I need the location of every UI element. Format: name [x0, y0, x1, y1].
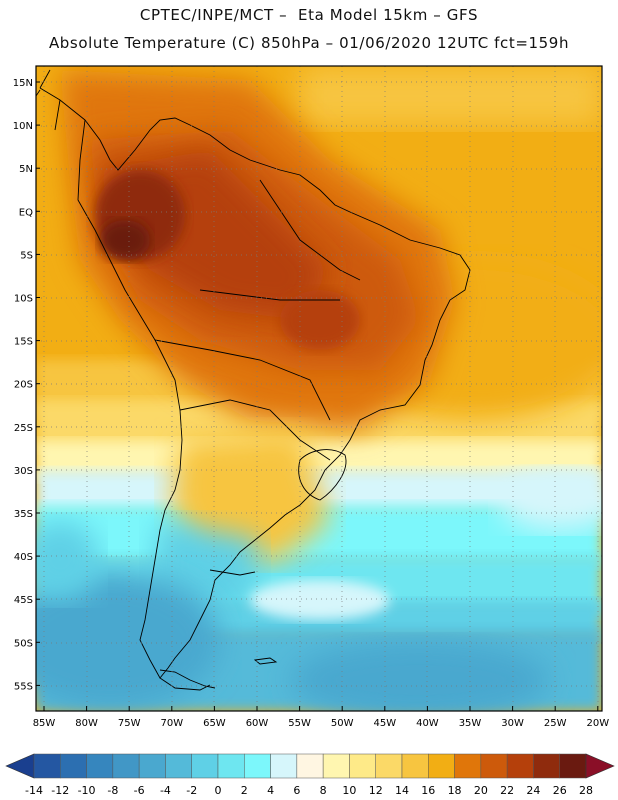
lat-label: 45S [14, 595, 33, 606]
legend-swatch [454, 753, 482, 779]
legend-swatch [191, 753, 219, 779]
lat-label: 30S [14, 466, 33, 477]
legend-swatch [401, 753, 429, 779]
lat-label: 20S [14, 380, 33, 391]
map-subtitle: Absolute Temperature (C) 850hPa – 01/06/… [48, 34, 570, 52]
legend-swatch [375, 753, 403, 779]
lon-label: 65W [203, 718, 226, 729]
legend-swatch [244, 753, 271, 779]
lon-label: 25W [544, 718, 567, 729]
legend-swatch [480, 753, 508, 779]
legend-label: 0 [215, 784, 222, 797]
legend-label: 10 [342, 784, 356, 797]
legend-swatch [138, 753, 166, 779]
legend-swatch [112, 753, 140, 779]
legend-swatch [296, 753, 324, 779]
temperature-field [36, 66, 602, 711]
legend-swatch [559, 753, 587, 779]
legend-label: 2 [241, 784, 248, 797]
lat-label: 10S [14, 294, 33, 305]
legend-arrow-high [585, 753, 615, 779]
lon-label: 50W [331, 718, 354, 729]
lon-label: 60W [246, 718, 269, 729]
legend-label: -8 [107, 784, 118, 797]
lat-label: 40S [14, 552, 33, 563]
legend-label: 26 [553, 784, 567, 797]
legend-label: 6 [293, 784, 300, 797]
lon-label: 20W [586, 718, 609, 729]
lon-label: 35W [459, 718, 482, 729]
legend-label: 24 [526, 784, 540, 797]
legend-label: -4 [160, 784, 171, 797]
legend-label: 14 [395, 784, 409, 797]
legend-label: 12 [369, 784, 383, 797]
legend-label: -6 [134, 784, 145, 797]
legend-swatch [322, 753, 350, 779]
legend-label: 18 [448, 784, 462, 797]
legend-label: 22 [500, 784, 514, 797]
legend-swatch [217, 753, 245, 779]
lat-label: 35S [14, 509, 33, 520]
lat-label: 50S [14, 638, 33, 649]
lat-label: 15N [13, 78, 33, 89]
legend-swatch [428, 753, 455, 779]
legend-label: 20 [474, 784, 488, 797]
lat-label: 5N [19, 164, 33, 175]
legend-label: 8 [320, 784, 327, 797]
legend-label: 4 [267, 784, 274, 797]
legend-swatch [270, 753, 298, 779]
lon-label: 70W [160, 718, 183, 729]
legend-label: -10 [78, 784, 96, 797]
lon-label: 80W [75, 718, 98, 729]
map-frame [35, 65, 603, 712]
lon-label: 45W [373, 718, 396, 729]
lat-label: 25S [14, 423, 33, 434]
legend-swatch [506, 753, 534, 779]
legend-label: -12 [51, 784, 69, 797]
lat-label: 55S [14, 681, 33, 692]
lon-label: 40W [416, 718, 439, 729]
legend-label: -2 [186, 784, 197, 797]
lon-label: 75W [118, 718, 141, 729]
lat-label: 5S [20, 250, 33, 261]
legend-swatch [33, 753, 61, 779]
lon-label: 55W [288, 718, 311, 729]
lon-label: 85W [33, 718, 56, 729]
legend-label: 16 [421, 784, 435, 797]
legend-swatch [165, 753, 192, 779]
lat-label: EQ [19, 207, 33, 218]
map-title: CPTEC/INPE/MCT – Eta Model 15km – GFS [139, 6, 479, 24]
lon-label: 30W [501, 718, 524, 729]
lat-label: 10N [13, 121, 33, 132]
legend-swatch [349, 753, 376, 779]
lat-label: 15S [14, 337, 33, 348]
coastlines [36, 69, 471, 691]
legend-arrow-low [5, 753, 35, 779]
legend-swatch [60, 753, 87, 779]
legend-swatch [86, 753, 114, 779]
legend-label: -14 [25, 784, 43, 797]
legend-label: 28 [579, 784, 593, 797]
legend-swatch [533, 753, 560, 779]
